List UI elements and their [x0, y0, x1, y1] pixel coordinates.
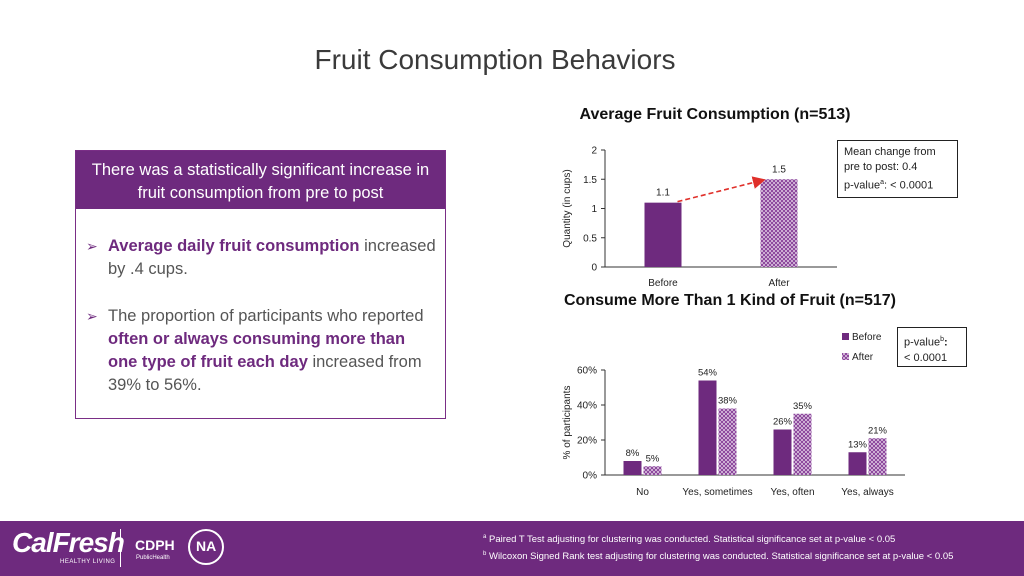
calfresh-logo: CalFresh [12, 527, 125, 558]
chart2-y-axis-label: % of participants [562, 386, 573, 460]
chart2-y-tick-label: 0% [583, 471, 598, 482]
chart1-x-tick-label: Before [648, 278, 678, 289]
bullet-consumption: ➢ Average daily fruit consumption increa… [86, 235, 436, 281]
chart1-bar [644, 202, 682, 267]
chart1-data-label: 1.5 [772, 164, 786, 175]
chart2-legend-label: Before [852, 332, 882, 343]
chart2-bar-after [643, 466, 662, 475]
chart2-legend-label: After [852, 352, 874, 363]
na-logo: NA [196, 538, 217, 554]
note2-label: p-value [904, 336, 941, 349]
note2-value: < 0.0001 [904, 351, 948, 364]
mean-change-note: Mean change from pre to post: 0.4 p-valu… [837, 140, 958, 198]
footnote-a-sup: a [483, 534, 487, 540]
chart2-x-tick-label: No [636, 487, 649, 498]
chart2-bar-before [623, 461, 642, 475]
chart2-y-tick-label: 20% [577, 436, 597, 447]
chart2-data-label: 54% [698, 368, 718, 379]
chart2-bar-before [773, 429, 792, 475]
pvalue-note: p-valueb: < 0.0001 [897, 327, 967, 367]
na-logo-circle: NA [188, 529, 224, 565]
footnote-b-sup: b [483, 551, 487, 558]
chart1-y-axis-label: Quantity (in cups) [562, 169, 573, 247]
chart1-x-tick-label: After [768, 278, 790, 289]
chart2-bar-after [793, 413, 812, 475]
bullet1-text: increased by .4 cups. [108, 237, 436, 278]
footnote-a: Paired T Test adjusting for clustering w… [486, 534, 896, 546]
cdph-sub: PublicHealth [136, 555, 170, 561]
chart2-bar-after [868, 438, 887, 475]
chart1-change-arrow [677, 176, 766, 203]
chart2-data-label: 5% [646, 453, 660, 464]
chart2-x-tick-label: Yes, always [841, 487, 893, 498]
panel-header: There was a statistically significant in… [76, 151, 445, 209]
chart2-legend-swatch [842, 333, 849, 340]
chart1-y-tick-label: 0.5 [583, 233, 597, 244]
note1-pvalue-label: p-value [844, 179, 881, 192]
cdph-logo: CDPH [135, 537, 175, 553]
note2-sup: b [940, 336, 944, 343]
chart1-y-tick-label: 2 [591, 146, 597, 157]
chart2-data-label: 38% [718, 396, 738, 407]
chart2-x-tick-label: Yes, often [770, 487, 814, 498]
page-title: Fruit Consumption Behaviors [314, 44, 676, 75]
footer-bar: CalFresh HEALTHY LIVING CDPH PublicHealt… [0, 521, 1024, 576]
chart1-y-tick-label: 1.5 [583, 175, 597, 186]
footnote-b: Wilcoxon Signed Rank test adjusting for … [486, 551, 954, 563]
chart2-x-tick-label: Yes, sometimes [682, 487, 752, 498]
summary-panel: There was a statistically significant in… [75, 150, 446, 419]
bullet-proportion: ➢ The proportion of participants who rep… [86, 305, 436, 397]
chart2-data-label: 26% [773, 417, 793, 428]
note1-line2: pre to post: 0.4 [844, 161, 918, 173]
chart2-bar-before [698, 380, 717, 475]
bullet2-emphasis: often or always consuming more than one … [108, 330, 406, 371]
chart2-bar-after [718, 408, 737, 475]
note2-colon: : [943, 336, 948, 349]
chart1-title: Average Fruit Consumption (n=513) [579, 106, 851, 123]
logo-divider [120, 529, 121, 567]
chart2-y-tick-label: 60% [577, 366, 597, 377]
bullet2-pre: The proportion of participants who repor… [108, 307, 424, 325]
chart1-svg: 0 0.5 1 1.5 2 Quantity (in cups) 1.1 Before 1.5 A… [562, 146, 837, 289]
arrow-bullet-icon: ➢ [86, 238, 98, 254]
chart2-data-label: 13% [848, 439, 868, 450]
chart2-y-tick-label: 40% [577, 401, 597, 412]
calfresh-sub: HEALTHY LIVING [60, 559, 116, 565]
chart2-data-label: 35% [793, 401, 813, 412]
footnotes: a Paired T Test adjusting for clustering… [483, 530, 953, 564]
chart2-svg: 0% 20% 40% 60% % of participants 8% 5% No 54% 38%… [562, 332, 905, 498]
chart2-data-label: 21% [868, 425, 888, 436]
chart2-data-label: 8% [626, 448, 640, 459]
chart1-bar [760, 179, 798, 267]
note1-line1: Mean change from [844, 146, 936, 158]
arrow-bullet-icon: ➢ [86, 308, 98, 324]
note1-pvalue: : < 0.0001 [883, 179, 934, 192]
chart1-data-label: 1.1 [656, 188, 670, 199]
chart2-legend-swatch [842, 353, 849, 360]
chart1-y-tick-label: 1 [591, 204, 597, 215]
chart1-y-tick-label: 0 [591, 263, 597, 274]
chart2-title: Consume More Than 1 Kind of Fruit (n=517… [563, 292, 897, 309]
bullet1-emphasis: Average daily fruit consumption [108, 237, 360, 255]
bullet2-post: increased from 39% to 56%. [108, 353, 422, 394]
chart2-bar-before [848, 452, 867, 475]
note1-sup: a [880, 179, 884, 186]
